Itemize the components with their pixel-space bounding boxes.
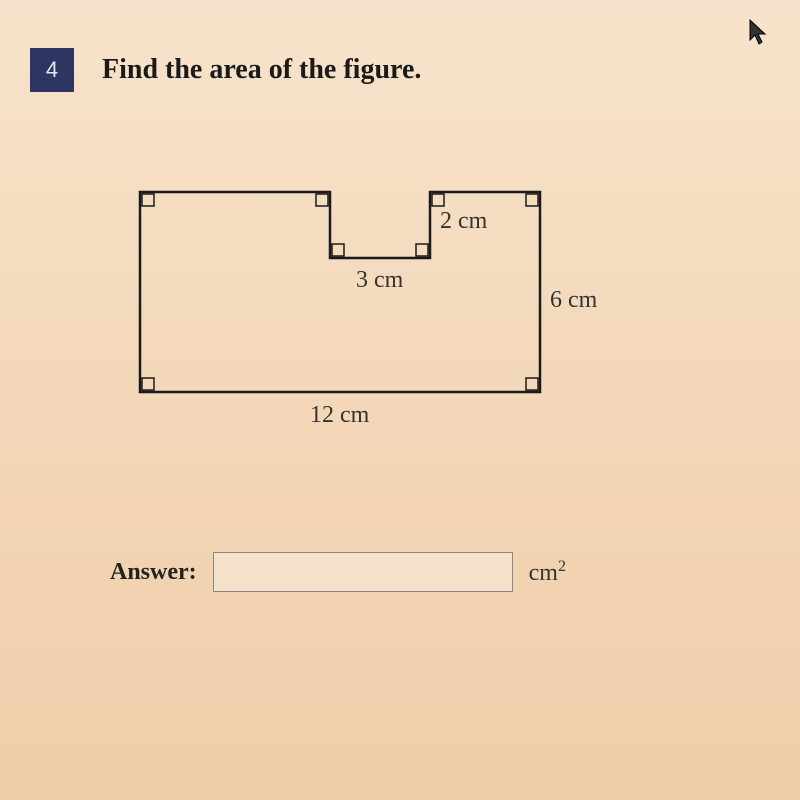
geometry-figure: 2 cm 3 cm 6 cm 12 cm: [120, 172, 600, 452]
figure-container: 2 cm 3 cm 6 cm 12 cm: [120, 172, 600, 452]
question-number: 4: [46, 57, 58, 83]
unit-base: cm: [529, 560, 558, 586]
answer-label: Answer:: [110, 559, 197, 586]
unit-exponent: 2: [558, 558, 566, 575]
question-header: 4 Find the area of the figure.: [0, 0, 800, 112]
label-width: 12 cm: [310, 402, 370, 428]
question-number-badge: 4: [30, 48, 74, 92]
label-notch-width: 3 cm: [356, 267, 404, 293]
question-text: Find the area of the figure.: [102, 54, 421, 86]
label-notch-depth: 2 cm: [440, 208, 488, 234]
answer-unit: cm2: [529, 558, 566, 587]
label-height: 6 cm: [550, 287, 598, 313]
answer-row: Answer: cm2: [110, 552, 800, 592]
answer-input[interactable]: [213, 552, 513, 592]
